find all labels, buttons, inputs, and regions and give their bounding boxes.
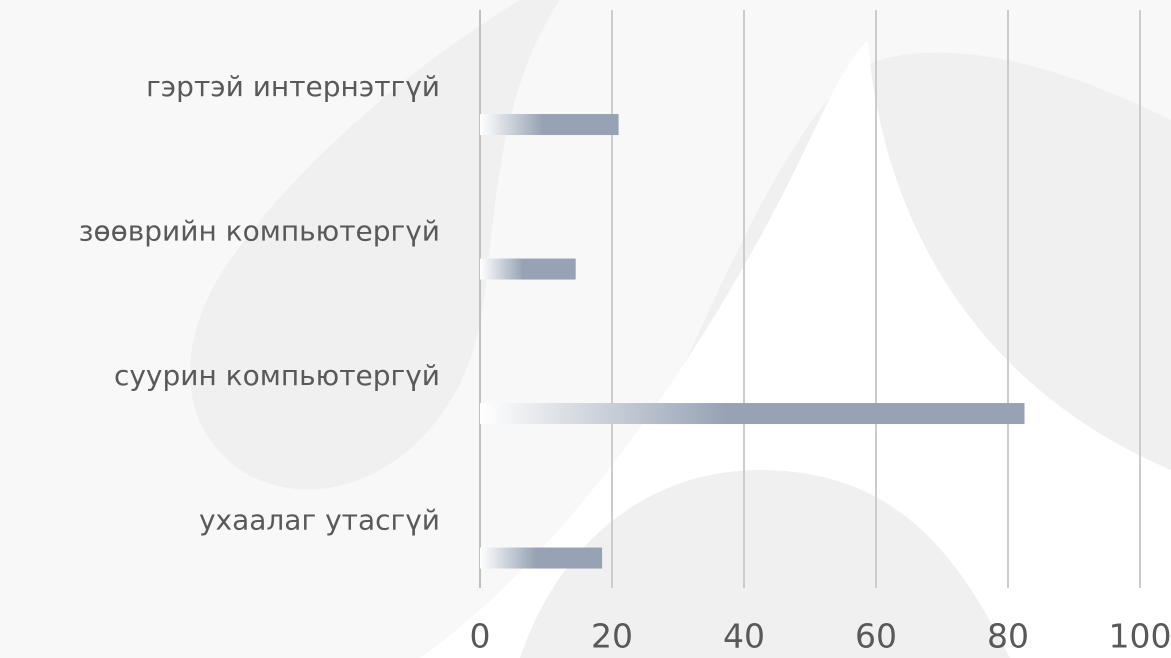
x-tick-label: 60 (855, 617, 897, 656)
category-label: гэртэй интернэтгүй (146, 70, 440, 103)
x-tick-label: 0 (470, 617, 491, 656)
category-label: ухаалаг утасгүй (199, 504, 440, 537)
bar (480, 548, 602, 569)
x-tick-label: 40 (723, 617, 765, 656)
category-label: зөөврийн компьютергүй (79, 215, 440, 248)
category-label: суурин компьютергүй (114, 359, 440, 392)
bar (480, 114, 619, 135)
x-tick-label: 20 (591, 617, 633, 656)
x-tick-label: 100 (1109, 617, 1171, 656)
x-tick-label: 80 (987, 617, 1029, 656)
bar (480, 403, 1025, 424)
bar (480, 259, 576, 280)
chart: 0 20 40 60 80 100 гэртэй интернэтгүй зөөврийн к… (0, 0, 1171, 658)
